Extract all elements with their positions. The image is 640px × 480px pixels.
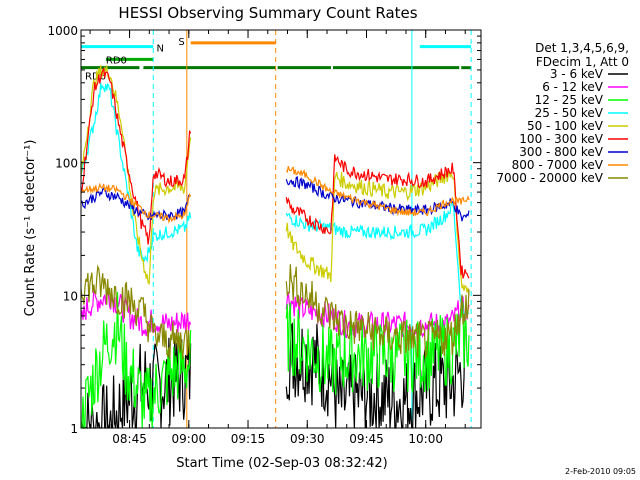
legend-header-1: Det 1,3,4,5,6,9, bbox=[535, 41, 629, 55]
series-line-800-7000keV bbox=[80, 165, 470, 224]
series-line-12-25keV bbox=[81, 291, 470, 429]
y-tick-label: 100 bbox=[55, 157, 78, 171]
y-axis-label: Count Rate (s⁻¹ detector⁻¹) bbox=[23, 140, 38, 317]
y-tick-label: 10 bbox=[63, 289, 78, 303]
x-tick-label: 08:45 bbox=[112, 432, 147, 446]
y-tick-label: 1 bbox=[70, 422, 78, 436]
y-tick-label: 1000 bbox=[47, 24, 78, 38]
footer-date: 2-Feb-2010 09:05 bbox=[565, 467, 636, 476]
legend-label: 50 - 100 keV bbox=[527, 119, 604, 133]
legend-label: 12 - 25 keV bbox=[535, 93, 604, 107]
chart-title: HESSI Observing Summary Count Rates bbox=[118, 4, 417, 22]
flag-label: RD6 bbox=[85, 72, 106, 83]
plot-frame bbox=[80, 29, 482, 429]
legend-label: 800 - 7000 keV bbox=[512, 158, 604, 172]
legend-label: 7000 - 20000 keV bbox=[496, 171, 603, 185]
flag-label: S bbox=[178, 37, 184, 48]
flag-label: N bbox=[157, 44, 164, 55]
series-line-50-100keV bbox=[80, 64, 470, 296]
x-axis-label: Start Time (02-Sep-03 08:32:42) bbox=[176, 456, 387, 471]
legend-label: 300 - 800 keV bbox=[519, 145, 603, 159]
x-tick-label: 10:00 bbox=[408, 432, 443, 446]
legend-header-2: FDecim 1, Att 0 bbox=[536, 55, 629, 69]
x-tick-label: 09:00 bbox=[172, 432, 207, 446]
legend-label: 3 - 6 keV bbox=[550, 67, 604, 81]
legend-label: 100 - 300 keV bbox=[519, 132, 603, 146]
flag-label: RD0 bbox=[106, 55, 127, 66]
legend-label: 6 - 12 keV bbox=[542, 80, 604, 94]
x-tick-label: 09:15 bbox=[231, 432, 266, 446]
legend: Det 1,3,4,5,6,9, FDecim 1, Att 0 3 - 6 k… bbox=[496, 41, 629, 185]
axes: 08:45 09:00 09:15 09:30 09:45 10:00 1 10 100 1000 bbox=[47, 24, 481, 446]
series-line-25-50keV bbox=[80, 82, 470, 319]
series-line-7000-20000keV bbox=[80, 264, 470, 360]
x-tick-label: 09:45 bbox=[349, 432, 384, 446]
series-layer bbox=[80, 64, 470, 430]
legend-label: 25 - 50 keV bbox=[535, 106, 604, 120]
x-tick-label: 09:30 bbox=[290, 432, 325, 446]
